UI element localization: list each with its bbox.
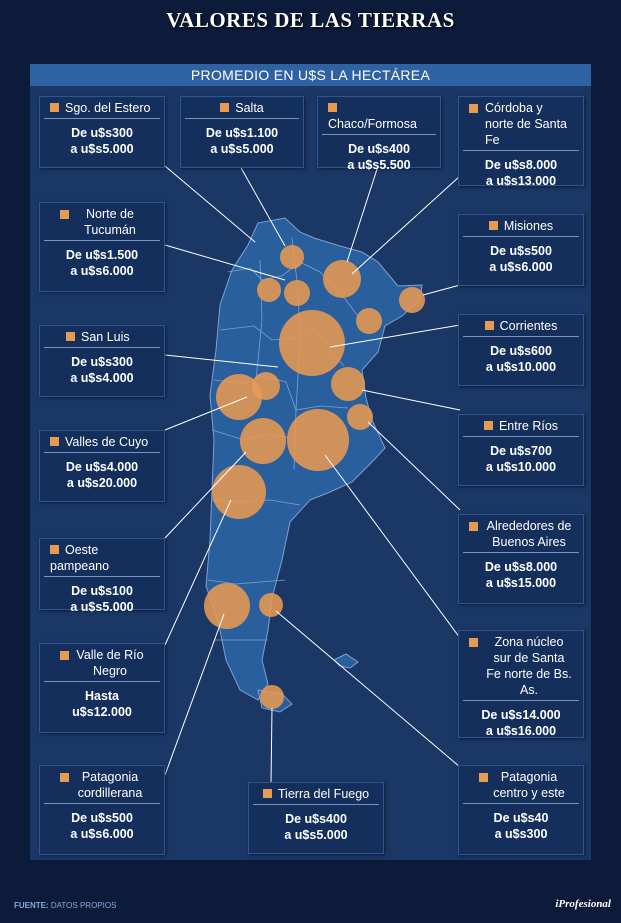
region-box-bsas: Alrededores de Buenos Aires De u$s8.000 … xyxy=(458,514,584,604)
bubble-misiones xyxy=(399,287,425,313)
bubble-bsas xyxy=(347,404,373,430)
bubble-tucuman xyxy=(257,278,281,302)
bullet-icon xyxy=(60,210,69,219)
region-box-tdf: Tierra del Fuego De u$s400 a u$s5.000 xyxy=(248,782,384,854)
region-box-patce: Patagonia centro y este De u$s40 a u$s30… xyxy=(458,765,584,855)
page-title: VALORES DE LAS TIERRAS xyxy=(166,8,455,32)
bullet-icon xyxy=(60,773,69,782)
subtitle-bar: PROMEDIO EN U$S LA HECTÁREA xyxy=(30,64,591,86)
bubble-tdf xyxy=(260,685,284,709)
bubble-corrientes xyxy=(356,308,382,334)
region-box-tucuman: Norte de Tucumán De u$s1.500 a u$s6.000 xyxy=(39,202,165,292)
region-box-corrientes: Corrientes De u$s600 a u$s10.000 xyxy=(458,314,584,386)
bubble-pampeano xyxy=(240,418,286,464)
bullet-icon xyxy=(469,522,478,531)
bubble-rionegro xyxy=(212,465,266,519)
bubble-nucleo xyxy=(287,409,349,471)
bullet-icon xyxy=(50,437,59,446)
region-box-cuyo: Valles de Cuyo De u$s4.000 a u$s20.000 xyxy=(39,430,165,502)
region-box-rionegro: Valle de Río Negro Hasta u$s12.000 xyxy=(39,643,165,733)
bubble-sgo xyxy=(284,280,310,306)
bullet-icon xyxy=(484,321,494,330)
bubble-cuyo xyxy=(216,374,262,420)
bullet-icon xyxy=(328,103,337,112)
region-box-salta: Salta De u$s1.100 a u$s5.000 xyxy=(180,96,304,168)
bubble-patce xyxy=(259,593,283,617)
bullet-icon xyxy=(488,221,498,230)
region-box-chaco: Chaco/Formosa De u$s400 a u$s5.500 xyxy=(317,96,441,172)
bullet-icon xyxy=(220,103,230,112)
bubble-patcord xyxy=(204,583,250,629)
bubble-entrerios xyxy=(331,367,365,401)
leader-lines xyxy=(164,165,461,785)
region-box-sanluis: San Luis De u$s300 a u$s4.000 xyxy=(39,325,165,397)
value-bubbles xyxy=(204,245,425,709)
bubble-cordoba xyxy=(279,310,345,376)
source-note: FUENTE: DATOS PROPIOS xyxy=(14,901,117,910)
bullet-icon xyxy=(262,789,272,798)
bullet-icon xyxy=(469,638,478,647)
bullet-icon xyxy=(66,332,75,341)
region-box-misiones: Misiones De u$s500 a u$s6.000 xyxy=(458,214,584,286)
region-box-sgo: Sgo. del Estero De u$s300 a u$s5.000 xyxy=(39,96,165,168)
bullet-icon xyxy=(479,773,488,782)
bullet-icon xyxy=(483,421,493,430)
brand-logo: iProfesional xyxy=(555,898,611,910)
bullet-icon xyxy=(469,104,478,113)
bubble-chaco xyxy=(323,260,361,298)
bubble-salta xyxy=(280,245,304,269)
bullet-icon xyxy=(50,103,59,112)
region-box-entrerios: Entre Ríos De u$s700 a u$s10.000 xyxy=(458,414,584,486)
region-box-patcord: Patagonia cordillerana De u$s500 a u$s6.… xyxy=(39,765,165,855)
region-box-pampeano: Oeste pampeano De u$s100 a u$s5.000 xyxy=(39,538,165,614)
region-box-nucleo: Zona núcleo sur de Santa Fe norte de Bs.… xyxy=(458,630,584,738)
region-box-cordoba: Córdoba y norte de Santa Fe De u$s8.000 … xyxy=(458,96,584,188)
bullet-icon xyxy=(60,651,69,660)
bullet-icon xyxy=(50,545,59,554)
malvinas-islands xyxy=(333,653,359,669)
